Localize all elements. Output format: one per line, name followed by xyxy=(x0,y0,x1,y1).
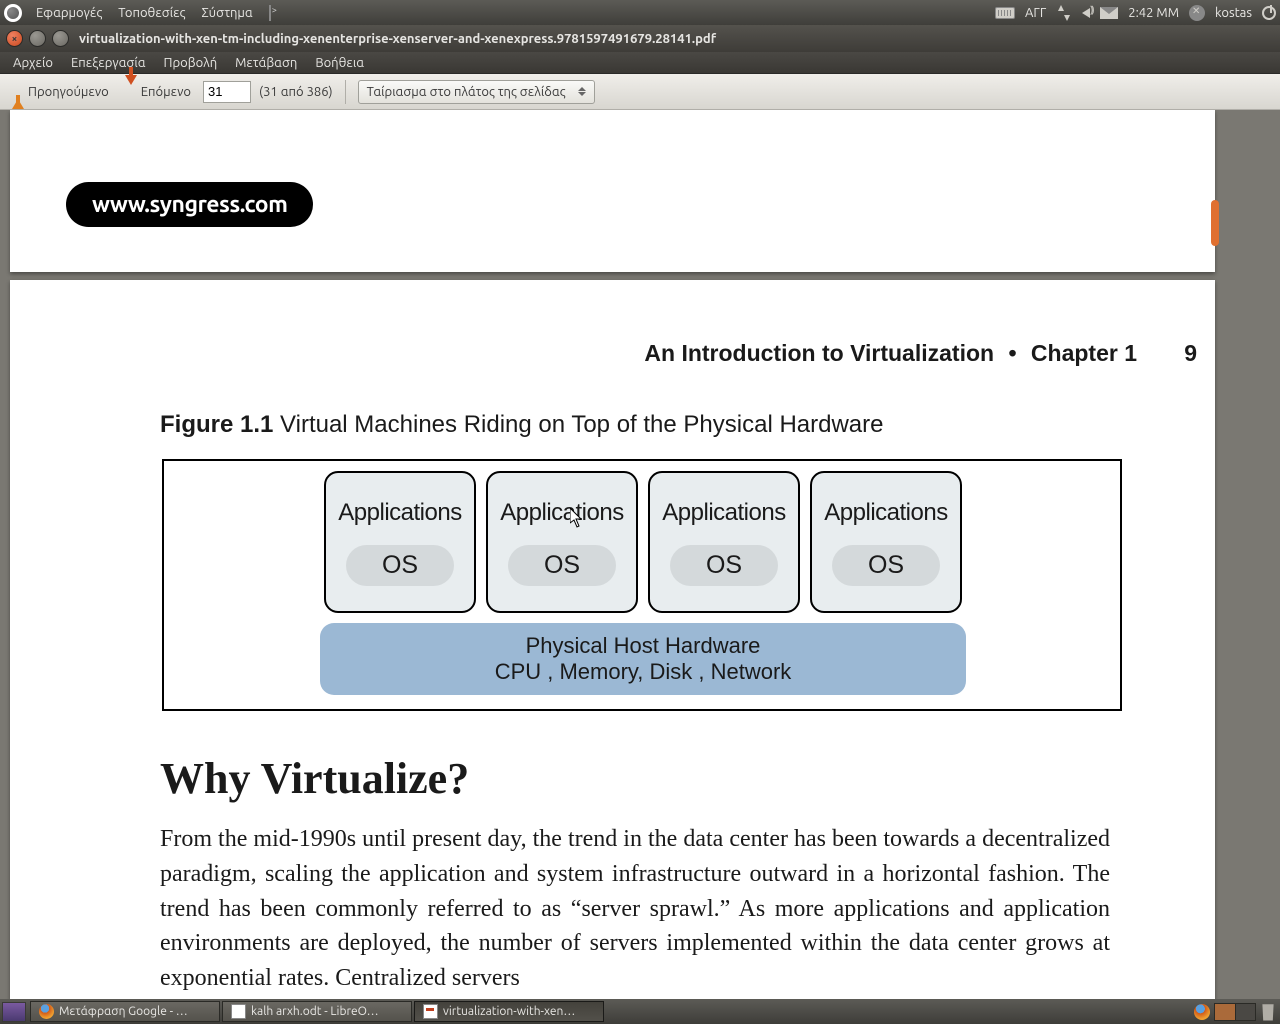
pdf-page-previous-bottom: www.syngress.com xyxy=(10,110,1215,272)
show-desktop-button[interactable] xyxy=(2,1002,26,1022)
app-menubar: Αρχείο Επεξεργασία Προβολή Μετάβαση Βοήθ… xyxy=(0,52,1280,74)
arrow-down-icon xyxy=(125,85,137,99)
vm-apps-label: Applications xyxy=(824,499,947,527)
workspace-2[interactable] xyxy=(1235,1004,1255,1020)
terminal-launcher-icon[interactable] xyxy=(261,6,279,20)
power-icon[interactable] xyxy=(1262,6,1276,20)
next-page-label: Επόμενο xyxy=(141,85,191,99)
figure-caption: Figure 1.1 Virtual Machines Riding on To… xyxy=(160,411,1137,439)
menu-file[interactable]: Αρχείο xyxy=(4,56,62,70)
keyboard-layout-label[interactable]: ΑΓΓ xyxy=(1025,6,1046,20)
menu-system[interactable]: Σύστημα xyxy=(193,6,260,20)
gnome-top-panel: Εφαρμογές Τοποθεσίες Σύστημα ΑΓΓ 2:42 ΜΜ… xyxy=(0,0,1280,25)
vm-apps-label: Applications xyxy=(500,499,623,527)
taskbar-label: Μετάφραση Google - … xyxy=(59,1005,188,1018)
arrow-up-icon xyxy=(12,85,24,99)
network-updown-icon[interactable] xyxy=(1056,5,1072,21)
workspace-switcher[interactable] xyxy=(1214,1003,1256,1021)
trash-icon[interactable] xyxy=(1260,1003,1276,1021)
vm-row: Applications OS Applications OS Applicat… xyxy=(324,471,962,613)
page-number-input[interactable] xyxy=(203,81,251,103)
document-icon xyxy=(231,1004,246,1019)
prev-page-button[interactable]: Προηγούμενο xyxy=(8,83,113,101)
toolbar-separator xyxy=(345,80,346,104)
window-title: virtualization-with-xen-tm-including-xen… xyxy=(79,32,716,46)
bottom-panel-right xyxy=(1194,1003,1280,1021)
bullet-separator: • xyxy=(1008,340,1016,366)
clock-label[interactable]: 2:42 ΜΜ xyxy=(1128,6,1179,20)
window-minimize-button[interactable] xyxy=(29,30,46,47)
pdf-page-current: An Introduction to Virtualization • Chap… xyxy=(10,280,1215,999)
workspace-1[interactable] xyxy=(1215,1004,1235,1020)
top-panel-left: Εφαρμογές Τοποθεσίες Σύστημα xyxy=(4,4,287,22)
vm-os-label: OS xyxy=(670,545,778,586)
window-close-button[interactable]: × xyxy=(6,30,23,47)
firefox-tray-icon[interactable] xyxy=(1194,1004,1210,1020)
taskbar-label: virtualization-with-xen… xyxy=(443,1005,575,1018)
window-button-group: × xyxy=(6,30,69,47)
overlay-scrollbar-handle[interactable] xyxy=(1211,200,1219,246)
vm-box: Applications OS xyxy=(486,471,638,613)
vm-os-label: OS xyxy=(508,545,616,586)
ubuntu-logo-icon[interactable] xyxy=(4,4,22,22)
vm-os-label: OS xyxy=(346,545,454,586)
chapter-label: Chapter 1 xyxy=(1031,340,1137,366)
menu-help[interactable]: Βοήθεια xyxy=(306,56,373,70)
menu-go[interactable]: Μετάβαση xyxy=(226,56,306,70)
taskbar-label: kalh arxh.odt - LibreO… xyxy=(251,1005,379,1018)
window-maximize-button[interactable] xyxy=(52,30,69,47)
menu-places[interactable]: Τοποθεσίες xyxy=(110,6,193,20)
taskbar-item-libreoffice[interactable]: kalh arxh.odt - LibreO… xyxy=(222,1001,412,1022)
section-heading: Why Virtualize? xyxy=(160,753,1137,804)
hardware-bar: Physical Host Hardware CPU , Memory, Dis… xyxy=(320,623,966,695)
next-page-button[interactable]: Επόμενο xyxy=(121,83,195,101)
document-viewport[interactable]: www.syngress.com An Introduction to Virt… xyxy=(0,110,1280,999)
syngress-url-badge: www.syngress.com xyxy=(66,182,313,227)
vm-apps-label: Applications xyxy=(662,499,785,527)
running-head: An Introduction to Virtualization • Chap… xyxy=(160,340,1137,367)
zoom-select-label: Ταίριασμα στο πλάτος της σελίδας xyxy=(367,85,566,99)
section-title: An Introduction to Virtualization xyxy=(644,340,994,366)
mail-icon[interactable] xyxy=(1100,7,1118,19)
body-paragraph: From the mid-1990s until present day, th… xyxy=(160,822,1110,996)
vm-box: Applications OS xyxy=(648,471,800,613)
figure-label: Figure 1.1 xyxy=(160,411,273,438)
menu-applications[interactable]: Εφαρμογές xyxy=(28,6,110,20)
page-count-label: (31 από 386) xyxy=(259,85,333,99)
keyboard-layout-icon[interactable] xyxy=(995,7,1015,19)
taskbar-item-firefox[interactable]: Μετάφραση Google - … xyxy=(30,1001,220,1022)
vm-box: Applications OS xyxy=(810,471,962,613)
user-name-label[interactable]: kostas xyxy=(1215,6,1252,20)
pdf-icon xyxy=(423,1004,438,1019)
figure-title: Virtual Machines Riding on Top of the Ph… xyxy=(280,411,883,438)
prev-page-label: Προηγούμενο xyxy=(28,85,109,99)
app-toolbar: Προηγούμενο Επόμενο (31 από 386) Ταίριασ… xyxy=(0,74,1280,110)
menu-view[interactable]: Προβολή xyxy=(155,56,227,70)
menu-edit[interactable]: Επεξεργασία xyxy=(62,56,155,70)
user-menu-icon[interactable] xyxy=(1189,5,1205,21)
hardware-line2: CPU , Memory, Disk , Network xyxy=(495,659,792,685)
top-panel-right: ΑΓΓ 2:42 ΜΜ kostas xyxy=(995,5,1276,21)
hardware-line1: Physical Host Hardware xyxy=(526,633,761,659)
vm-apps-label: Applications xyxy=(338,499,461,527)
taskbar-item-evince[interactable]: virtualization-with-xen… xyxy=(414,1001,604,1022)
spinner-icon xyxy=(578,87,586,96)
gnome-bottom-panel: Μετάφραση Google - … kalh arxh.odt - Lib… xyxy=(0,999,1280,1024)
volume-icon[interactable] xyxy=(1082,8,1090,18)
figure-diagram: Applications OS Applications OS Applicat… xyxy=(162,459,1122,711)
vm-os-label: OS xyxy=(832,545,940,586)
firefox-icon xyxy=(39,1004,54,1019)
zoom-select[interactable]: Ταίριασμα στο πλάτος της σελίδας xyxy=(358,80,595,104)
page-number: 9 xyxy=(1184,340,1197,367)
vm-box: Applications OS xyxy=(324,471,476,613)
window-titlebar[interactable]: × virtualization-with-xen-tm-including-x… xyxy=(0,25,1280,52)
